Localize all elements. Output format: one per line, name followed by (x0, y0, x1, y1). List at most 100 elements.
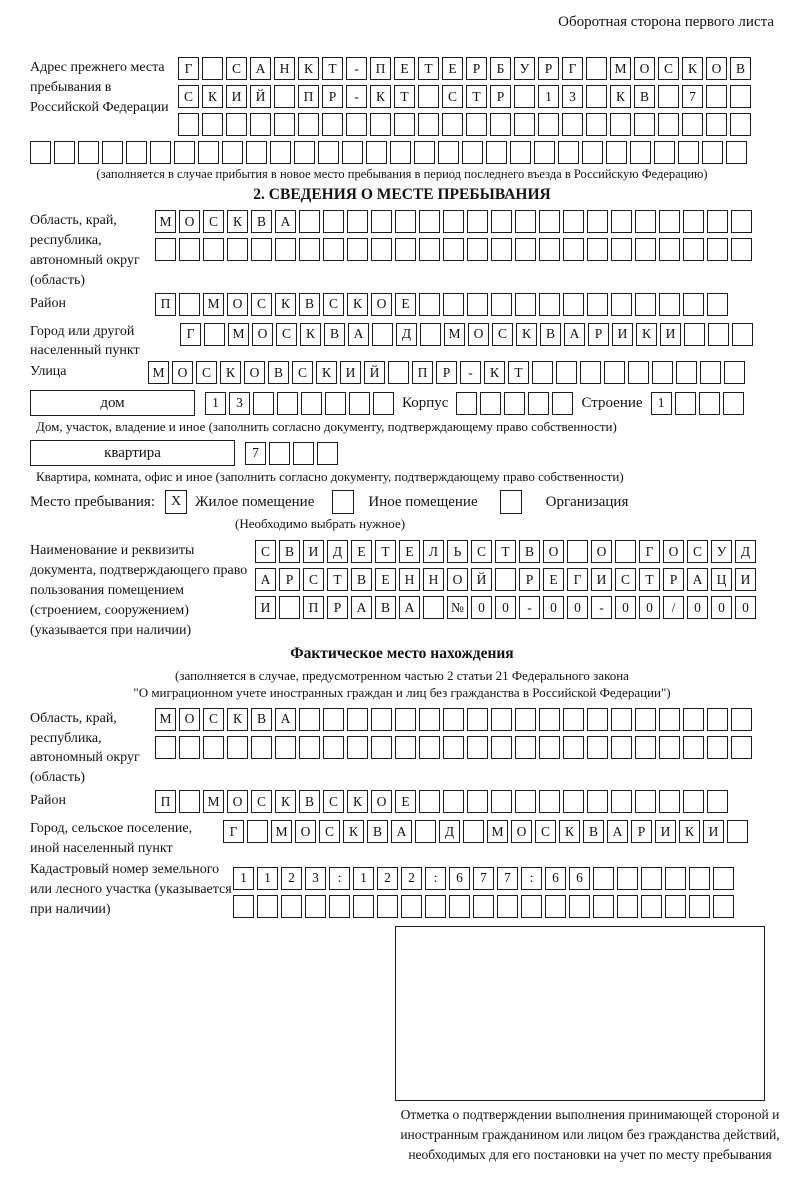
char-box: К (227, 210, 248, 233)
char-box: Т (466, 85, 487, 108)
char-box (641, 866, 662, 890)
char-box (395, 238, 416, 261)
char-box: К (610, 85, 631, 108)
char-box (617, 894, 638, 918)
char-box: И (703, 820, 724, 844)
char-box (682, 113, 703, 136)
char-box: Р (631, 820, 652, 844)
char-box (539, 707, 560, 731)
char-box: 0 (495, 596, 516, 620)
checkbox-organization[interactable] (499, 490, 522, 515)
char-box (371, 735, 392, 759)
char-box (155, 238, 176, 261)
char-box: 2 (281, 866, 302, 890)
char-box: С (203, 707, 224, 731)
char-box (305, 894, 326, 918)
korpus-row (456, 391, 574, 415)
char-box (222, 141, 243, 164)
char-box: 3 (305, 866, 326, 890)
district-label: Район (30, 295, 66, 311)
char-box (659, 707, 680, 731)
char-box (611, 210, 632, 233)
char-box (706, 85, 727, 108)
region-row2 (155, 238, 752, 261)
char-box: К (516, 322, 537, 346)
char-box: К (275, 292, 296, 316)
char-box: С (203, 210, 224, 233)
char-box (246, 141, 267, 164)
char-box (504, 391, 526, 415)
char-box (634, 113, 655, 136)
char-box (587, 790, 608, 814)
char-box (732, 322, 753, 346)
checkbox-residential[interactable]: X (165, 490, 187, 515)
char-box: 0 (735, 596, 756, 620)
char-box: Н (423, 568, 444, 592)
char-box (443, 707, 464, 731)
char-box: Е (399, 540, 420, 564)
char-box (726, 141, 747, 164)
char-box (635, 238, 656, 261)
char-box: С (658, 57, 679, 80)
char-box: М (271, 820, 292, 844)
char-box (641, 894, 662, 918)
char-box: В (299, 292, 320, 316)
char-box (373, 391, 394, 415)
char-box: Р (436, 361, 457, 385)
cadastral-label: Кадастровый номер земельного или лесного… (30, 861, 232, 917)
checkbox-other-premises[interactable] (332, 490, 355, 515)
char-box (562, 113, 583, 136)
char-box: О (371, 292, 392, 316)
char-box (702, 141, 723, 164)
char-box: - (591, 596, 612, 620)
char-box: Г (180, 322, 201, 346)
char-box: О (706, 57, 727, 80)
char-box (497, 894, 518, 918)
prev-address-label: Адрес прежнего места пребывания в Россий… (30, 60, 169, 115)
char-box (467, 735, 488, 759)
char-box: 6 (569, 866, 590, 890)
char-box: 7 (473, 866, 494, 890)
house-rect-label: дом (30, 390, 195, 417)
char-box (563, 735, 584, 759)
stroenie-row: 1 (650, 391, 744, 415)
char-box (665, 866, 686, 890)
char-box: Л (423, 540, 444, 564)
char-box: С (303, 568, 324, 592)
char-box (467, 238, 488, 261)
actual-location-subtitle2: "О миграционном учете иностранных гражда… (133, 685, 671, 701)
char-box (275, 238, 296, 261)
char-box: - (346, 57, 367, 80)
char-box (731, 238, 752, 261)
char-box (514, 85, 535, 108)
char-box: О (447, 568, 468, 592)
char-box (491, 735, 512, 759)
char-box (226, 113, 247, 136)
char-box (377, 894, 398, 918)
char-box: Ь (447, 540, 468, 564)
char-box (515, 238, 536, 261)
char-box (323, 210, 344, 233)
char-box: И (660, 322, 681, 346)
char-box (54, 141, 75, 164)
char-box: А (391, 820, 412, 844)
char-box: П (298, 85, 319, 108)
char-box: С (323, 790, 344, 814)
char-box: Й (471, 568, 492, 592)
char-box (419, 790, 440, 814)
char-box (78, 141, 99, 164)
char-box (587, 292, 608, 316)
prev-address-row3 (178, 113, 751, 136)
char-box (251, 735, 272, 759)
char-box (371, 238, 392, 261)
char-box (510, 141, 531, 164)
char-box: П (303, 596, 324, 620)
char-box: К (316, 361, 337, 385)
char-box (514, 113, 535, 136)
char-box: К (275, 790, 296, 814)
actual-city-label: Город, сельское поселение, иной населенн… (30, 821, 193, 857)
char-box (349, 391, 370, 415)
char-box (347, 238, 368, 261)
char-box (395, 735, 416, 759)
